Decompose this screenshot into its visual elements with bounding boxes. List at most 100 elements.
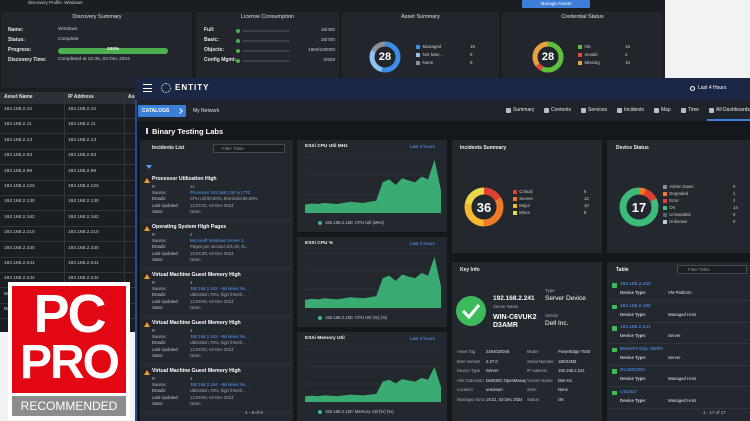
field-label: #:	[152, 280, 156, 285]
tab[interactable]: All Dashboards	[716, 107, 750, 113]
button-label[interactable]: Manage Assets	[540, 1, 572, 6]
time-range[interactable]: Last 4 Hours	[698, 85, 727, 91]
legend-count: 14	[733, 205, 738, 210]
tab[interactable]: Time	[688, 107, 699, 113]
chart-range[interactable]: Last 4 hours	[410, 336, 435, 341]
manage-assets-button[interactable]	[522, 0, 590, 8]
device-label: Device Type:	[620, 376, 647, 381]
incident-title[interactable]: Virtual Machine Guest Memory High	[152, 272, 241, 278]
title-icon	[146, 128, 148, 134]
field-value: Open	[190, 352, 201, 358]
pager: 1 - 17 of 17	[703, 410, 726, 415]
incident-title[interactable]: Virtual Machine Guest Memory High	[152, 368, 241, 374]
legend-swatch	[578, 61, 582, 65]
field-value: 12:04:38, 04 Dec 2024	[190, 250, 234, 256]
legend-count: 5	[470, 60, 473, 65]
legend-dot	[318, 410, 322, 414]
device-name[interactable]: DL320GEN	[620, 368, 645, 373]
panel-title: Incidents List	[152, 145, 185, 151]
field-label: Details:	[152, 292, 167, 298]
device-name[interactable]: BINARY-SQL-SERV	[620, 346, 664, 352]
panel-title: License Consumption	[241, 14, 294, 20]
legend-swatch	[513, 197, 517, 201]
detail-label: Serial Number	[527, 359, 554, 364]
license-label: Config Mgmt:	[204, 57, 237, 63]
field-value: 4	[190, 280, 193, 285]
legend-label: None	[422, 60, 434, 65]
field-label: Source:	[152, 382, 167, 388]
breadcrumb[interactable]: My Network	[193, 107, 220, 114]
field-value: Processor 192.168.2.50 on 770	[190, 190, 250, 196]
legend-label: Error	[669, 198, 679, 203]
incident-title[interactable]: Virtual Machine Guest Memory High	[152, 320, 241, 326]
chart-range[interactable]: Last 4 hours	[410, 144, 435, 149]
tab[interactable]: Map	[661, 107, 671, 113]
asset-ip: 192.168.2.10	[68, 107, 97, 112]
detail-value: 1BK02M3	[558, 359, 577, 364]
status-box	[612, 347, 617, 352]
tab[interactable]: Incidents	[624, 107, 645, 113]
panel	[342, 12, 499, 88]
field-label: Source:	[152, 334, 167, 340]
status-box	[612, 326, 617, 331]
area-chart	[305, 156, 441, 214]
legend-label: Minor	[519, 210, 531, 215]
legend-swatch	[663, 192, 667, 196]
item-divider	[142, 412, 291, 413]
donut-segment	[464, 187, 504, 227]
field-label: Details:	[152, 388, 167, 394]
incident-title[interactable]: Operating System High Pages	[152, 224, 227, 230]
device-name[interactable]: US1517	[620, 389, 638, 395]
detail-label: Device Type	[457, 369, 480, 373]
field-label: Progress:	[8, 47, 32, 53]
field-value: Utilization 75%, high thresh...	[190, 292, 246, 298]
breadcrumb[interactable]: CATALOGS	[142, 107, 170, 114]
field-label: Last Updated:	[152, 298, 179, 304]
panel-title: Key Info	[460, 267, 480, 273]
legend-dot	[318, 316, 322, 320]
device-label: Device Type:	[620, 397, 647, 403]
item-divider	[142, 220, 291, 221]
incident-title[interactable]: Processor Utilization High	[152, 176, 217, 182]
license-label: Full:	[204, 27, 215, 33]
area-chart	[305, 348, 441, 403]
device-label: Device Type:	[620, 311, 647, 317]
asset-name: 192.168.2.230	[4, 245, 35, 251]
catalogs-chip[interactable]	[138, 105, 186, 117]
donut-chart	[532, 41, 564, 73]
field-label: Source:	[152, 190, 167, 196]
field-value: Open	[190, 400, 201, 406]
asset-name: 192.168.2.13	[4, 137, 33, 143]
tab[interactable]: Summary	[513, 107, 535, 113]
filter-placeholder[interactable]: Filter Table	[688, 266, 710, 272]
license-value: 0/600	[323, 57, 336, 62]
menu-icon-line	[143, 84, 152, 86]
tab-icon	[581, 108, 586, 113]
panel-title: Credential Status	[561, 14, 604, 20]
chart-title: ESXi Memory Util	[305, 336, 345, 341]
legend-count: 16	[625, 44, 631, 49]
row-divider	[609, 407, 748, 409]
device-name[interactable]: 192.168.2.241	[620, 325, 651, 330]
legend-count: 2	[733, 198, 736, 203]
filter-box[interactable]	[213, 144, 285, 153]
tab[interactable]: Contents	[551, 107, 572, 113]
key-label: Vendor	[545, 313, 559, 318]
severity-icon	[144, 369, 150, 375]
field-label: State:	[152, 208, 164, 214]
device-name[interactable]: 192.168.2.150	[620, 282, 651, 287]
detail-label: Status	[527, 397, 539, 402]
field-value: Open	[190, 304, 201, 310]
area-fill	[305, 159, 441, 213]
filter-placeholder[interactable]: Filter Table	[222, 145, 244, 151]
filter-box[interactable]	[677, 265, 747, 274]
device-name[interactable]: 192.168.2.190	[620, 303, 651, 309]
item-divider	[142, 316, 291, 317]
legend-count: 10	[584, 203, 589, 208]
tab[interactable]: Services	[588, 107, 608, 113]
legend-label: Major	[519, 203, 531, 208]
device-value: Managed Host	[668, 311, 696, 317]
panel-title: Device Status	[616, 145, 649, 151]
chart-range[interactable]: Last 4 hours	[410, 241, 435, 246]
license-bar	[242, 59, 290, 62]
